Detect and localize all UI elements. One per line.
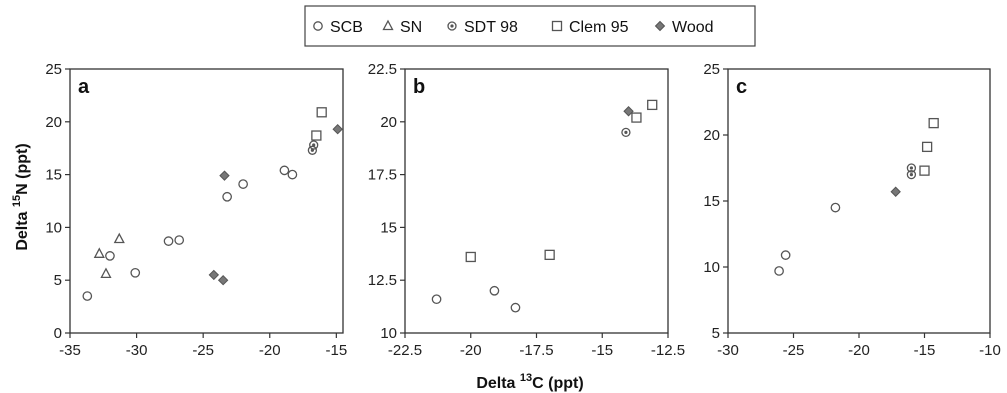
- data-point: [921, 141, 933, 153]
- legend-label: SCB: [330, 19, 363, 36]
- x-tick-label: -30: [717, 342, 739, 359]
- data-point: [621, 127, 631, 138]
- legend: SCB SN SDT 98 Clem 95 Wood: [304, 5, 756, 47]
- panel-b: -22.5 -20 -17.5 -15 -12.5 10 12.5 15 17.5 20 22.5 b: [368, 61, 685, 359]
- x-tick-label: -15: [914, 342, 936, 359]
- x-tick-label: -10: [979, 342, 1001, 359]
- x-axis-label: Delta 13C (ppt): [476, 372, 583, 392]
- data-point: [431, 294, 442, 305]
- data-point: [544, 249, 555, 261]
- panel-label: a: [78, 76, 90, 98]
- legend-item: Wood: [654, 19, 714, 36]
- data-point: [906, 169, 917, 180]
- y-tick-label: 20: [45, 114, 62, 131]
- y-tick-label: 25: [703, 61, 720, 78]
- x-tick-label: -17.5: [519, 342, 553, 359]
- y-tick-label: 5: [54, 272, 62, 289]
- x-tick-label: -20: [460, 342, 482, 359]
- y-tick-label: 17.5: [368, 167, 397, 184]
- data-point: [311, 130, 322, 141]
- plot-frame: [69, 68, 344, 334]
- data-point: [830, 202, 841, 213]
- x-tick-label: -12.5: [651, 342, 685, 359]
- data-point: [105, 251, 115, 261]
- data-point: [93, 247, 105, 258]
- data-point: [774, 266, 784, 276]
- data-point: [316, 107, 327, 118]
- data-point: [217, 274, 229, 286]
- legend-item: Clem 95: [551, 19, 629, 36]
- y-tick-label: 5: [712, 325, 720, 342]
- data-point: [82, 291, 93, 301]
- legend-item: SCB: [313, 19, 363, 36]
- data-point: [919, 165, 930, 176]
- y-tick-label: 12.5: [368, 272, 397, 289]
- data-point: [510, 302, 521, 313]
- data-point: [332, 123, 343, 135]
- data-point: [100, 267, 112, 279]
- panel-c: -30 -25 -20 -15 -10 5 10 15 20 25 c: [703, 61, 1001, 359]
- y-tick-label: 10: [380, 325, 397, 342]
- data-point: [238, 179, 248, 189]
- y-tick-label: 22.5: [368, 61, 397, 78]
- x-tick-label: -22.5: [388, 342, 422, 359]
- legend-box: [304, 5, 756, 47]
- x-tick-label: -20: [259, 342, 281, 359]
- y-tick-label: 10: [703, 259, 720, 276]
- x-tick-label: -25: [783, 342, 805, 359]
- data-point: [631, 112, 642, 123]
- data-point: [130, 267, 141, 278]
- x-tick-label: -25: [192, 342, 214, 359]
- data-point: [465, 251, 476, 263]
- x-tick-label: -15: [591, 342, 613, 359]
- data-point: [780, 250, 791, 260]
- legend-item: SDT 98: [447, 19, 518, 36]
- data-point: [113, 232, 125, 244]
- data-point: [287, 169, 298, 180]
- y-tick-label: 15: [703, 193, 720, 210]
- y-tick-label: 15: [45, 167, 62, 184]
- y-tick-label: 20: [380, 114, 397, 131]
- data-point: [222, 191, 232, 202]
- legend-label: SDT 98: [464, 19, 518, 36]
- data-point: [647, 99, 658, 111]
- y-tick-label: 25: [45, 61, 62, 78]
- legend-marker-triangle: [382, 19, 394, 31]
- data-point: [906, 163, 917, 173]
- data-point: [890, 186, 901, 197]
- x-tick-label: -20: [848, 342, 870, 359]
- y-tick-label: 20: [703, 127, 720, 144]
- legend-label: SN: [400, 19, 422, 36]
- legend-label: Wood: [672, 19, 714, 36]
- data-point: [307, 145, 318, 155]
- legend-marker-circle: [313, 21, 323, 31]
- data-point: [489, 285, 500, 296]
- plot-frame: [727, 68, 991, 334]
- legend-label: Clem 95: [569, 19, 629, 36]
- x-tick-label: -15: [325, 342, 347, 359]
- data-point: [928, 117, 939, 129]
- panel-label: b: [413, 76, 425, 98]
- panel-a: -35 -30 -25 -20 -15 0 5 10 15 20 25 a: [45, 61, 347, 359]
- y-tick-label: 15: [380, 219, 397, 236]
- x-tick-label: -30: [126, 342, 148, 359]
- data-point: [219, 170, 230, 181]
- data-point: [174, 235, 185, 245]
- x-tick-label: -35: [59, 342, 81, 359]
- y-axis-label: Delta 15N (ppt): [11, 143, 31, 250]
- legend-marker-square: [551, 20, 563, 32]
- y-tick-label: 10: [45, 219, 62, 236]
- panel-label: c: [736, 76, 747, 98]
- y-tick-label: 0: [54, 325, 62, 342]
- legend-marker-diamond: [654, 20, 666, 32]
- data-point: [279, 165, 290, 176]
- data-point: [309, 140, 319, 150]
- legend-item: SN: [382, 19, 422, 36]
- data-point: [208, 269, 220, 281]
- data-point: [163, 236, 174, 246]
- legend-marker-circle-dot: [447, 21, 457, 31]
- data-point: [623, 106, 634, 117]
